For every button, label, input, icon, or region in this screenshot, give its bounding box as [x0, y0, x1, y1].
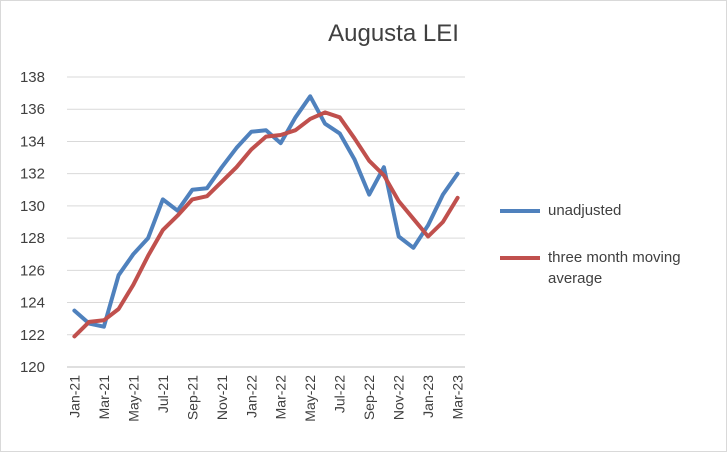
x-tick-label: Jan-22 — [243, 375, 259, 418]
y-axis-ticks: 120 122 124 126 128 130 132 134 136 138 — [20, 69, 45, 376]
x-tick-label: Jul-22 — [332, 375, 348, 413]
y-tick-label: 136 — [20, 101, 45, 118]
series-line-0 — [72, 94, 460, 329]
x-tick-label: Jan-21 — [66, 375, 82, 418]
legend-label-moving-average: three month moving average — [548, 249, 681, 287]
x-tick-label: Mar-22 — [273, 375, 289, 420]
y-tick-label: 138 — [20, 69, 45, 86]
y-tick-label: 122 — [20, 327, 45, 344]
series-lines — [72, 94, 460, 339]
x-tick-label: Mar-21 — [96, 375, 112, 420]
y-tick-label: 126 — [20, 262, 45, 279]
x-tick-label: May-21 — [125, 375, 141, 422]
gridlines — [67, 76, 465, 368]
y-tick-label: 132 — [20, 166, 45, 183]
chart-title: Augusta LEI — [328, 20, 459, 47]
x-tick-label: Jan-23 — [420, 375, 436, 418]
x-tick-label: Sep-22 — [361, 375, 377, 420]
y-tick-label: 130 — [20, 198, 45, 215]
legend: unadjusted three month moving average — [500, 200, 720, 315]
legend-label-unadjusted: unadjusted — [548, 202, 622, 219]
x-tick-label: Mar-23 — [450, 375, 466, 420]
y-tick-label: 124 — [20, 295, 45, 312]
y-tick-label: 134 — [20, 133, 45, 150]
x-tick-label: May-22 — [302, 375, 318, 422]
legend-item-moving-average: three month moving average — [500, 247, 720, 289]
x-tick-label: Nov-22 — [391, 375, 407, 420]
legend-swatch-unadjusted — [500, 209, 540, 213]
x-tick-label: Sep-21 — [184, 375, 200, 420]
y-tick-label: 128 — [20, 230, 45, 247]
y-tick-label: 120 — [20, 359, 45, 376]
x-tick-label: Nov-21 — [214, 375, 230, 420]
x-axis-ticks: Jan-21 Mar-21 May-21 Jul-21 Sep-21 Nov-21 Jan-… — [66, 375, 465, 422]
legend-swatch-moving-average — [500, 256, 540, 260]
x-tick-label: Jul-21 — [155, 375, 171, 413]
series-line-1 — [72, 110, 460, 339]
legend-item-unadjusted: unadjusted — [500, 200, 720, 221]
